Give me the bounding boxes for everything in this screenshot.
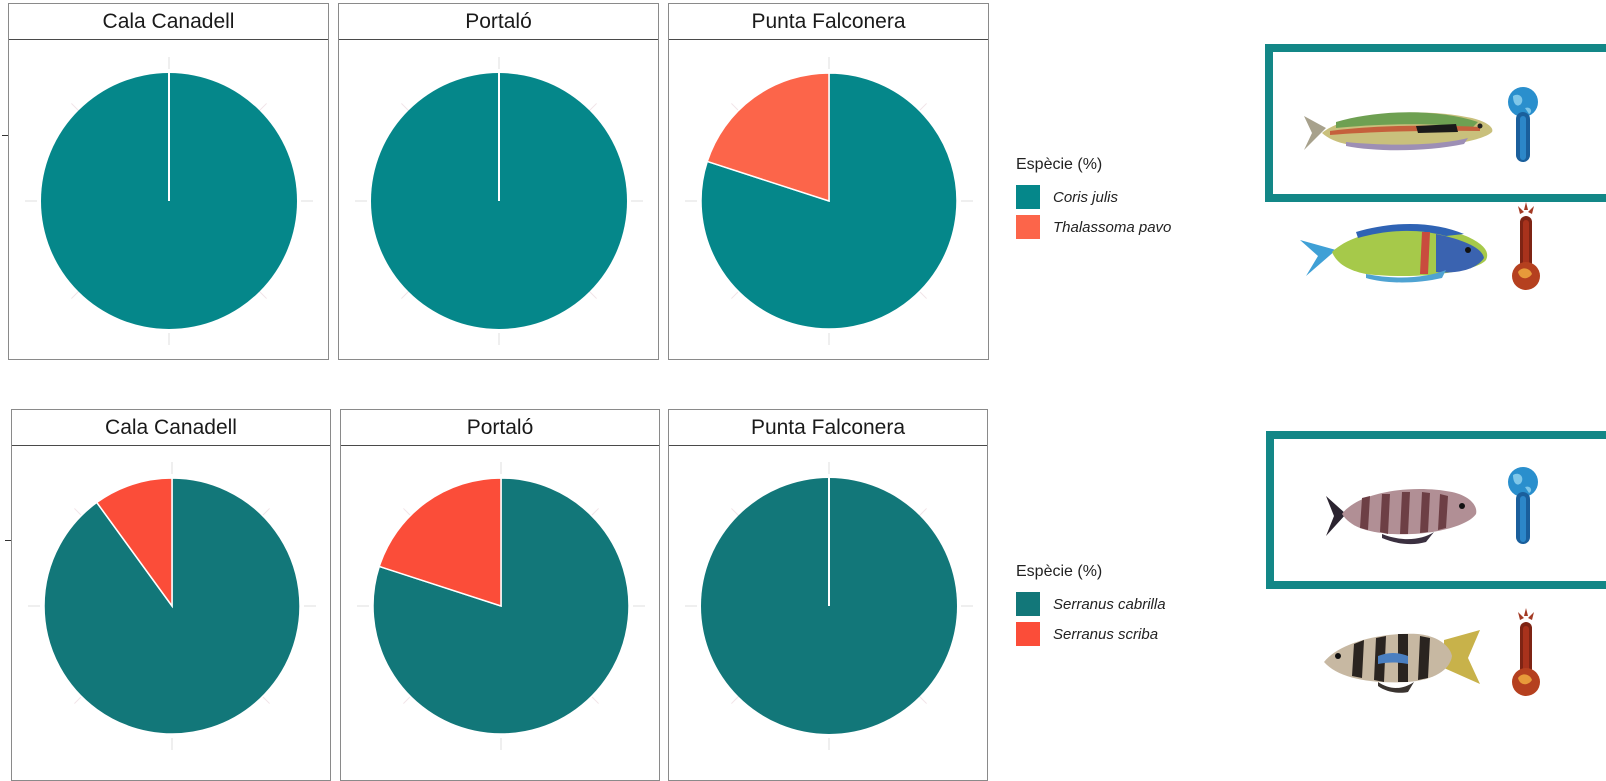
legend-item: Thalassoma pavo — [1016, 212, 1171, 242]
y-axis-tick — [5, 540, 11, 541]
pie-chart — [355, 57, 643, 345]
facet-panel: Portaló — [340, 409, 660, 781]
legend-label: Serranus cabrilla — [1053, 595, 1166, 613]
cold-thermometer-icon — [1508, 467, 1538, 544]
pie-chart — [357, 462, 645, 750]
pie-slice — [706, 72, 830, 203]
highlight-box — [1266, 431, 1606, 589]
pie-chart — [25, 57, 313, 345]
legend-title: Espècie (%) — [1016, 156, 1103, 173]
cold-thermometer-icon — [1508, 87, 1538, 162]
facet-panel: Punta Falconera — [668, 409, 988, 781]
hot-thermometer-icon — [1512, 202, 1540, 290]
pie-chart — [685, 57, 973, 345]
facet-strip-label: Portaló — [341, 410, 659, 446]
legend: Espècie (%) Coris julis Thalassoma pavo — [1016, 156, 1171, 242]
facet-panel: Cala Canadell — [11, 409, 331, 781]
coris-julis-fish-icon — [1304, 112, 1493, 151]
thalassoma-pavo-fish-icon — [1300, 223, 1488, 283]
pie-slice — [378, 477, 502, 608]
facet-strip-label: Punta Falconera — [669, 4, 988, 40]
legend-swatch — [1016, 592, 1040, 616]
legend-label: Coris julis — [1053, 188, 1119, 206]
pie-chart — [28, 462, 316, 750]
pie-chart — [685, 462, 973, 750]
legend-item: Serranus scriba — [1016, 619, 1166, 649]
facet-strip-label: Cala Canadell — [9, 4, 328, 40]
facet-panel: Punta Falconera — [668, 3, 989, 360]
legend-label: Serranus scriba — [1053, 625, 1159, 643]
legend-title: Espècie (%) — [1016, 563, 1103, 580]
facet-strip-label: Punta Falconera — [669, 410, 987, 446]
legend-swatch — [1016, 622, 1040, 646]
y-axis-tick — [2, 135, 8, 136]
serranus-scriba-fish-icon — [1324, 630, 1480, 693]
legend-item: Coris julis — [1016, 182, 1171, 212]
facet-panel: Portaló — [338, 3, 659, 360]
facet-strip-label: Portaló — [339, 4, 658, 40]
legend-swatch — [1016, 215, 1040, 239]
legend-label: Thalassoma pavo — [1053, 218, 1172, 236]
legend: Espècie (%) Serranus cabrilla Serranus s… — [1016, 563, 1166, 649]
facet-strip-label: Cala Canadell — [12, 410, 330, 446]
highlight-box — [1265, 44, 1606, 202]
hot-thermometer-icon — [1512, 608, 1540, 696]
pie-slice — [95, 477, 173, 609]
facet-panel: Cala Canadell — [8, 3, 329, 360]
legend-item: Serranus cabrilla — [1016, 589, 1166, 619]
legend-swatch — [1016, 185, 1040, 209]
serranus-cabrilla-fish-icon — [1326, 488, 1477, 545]
